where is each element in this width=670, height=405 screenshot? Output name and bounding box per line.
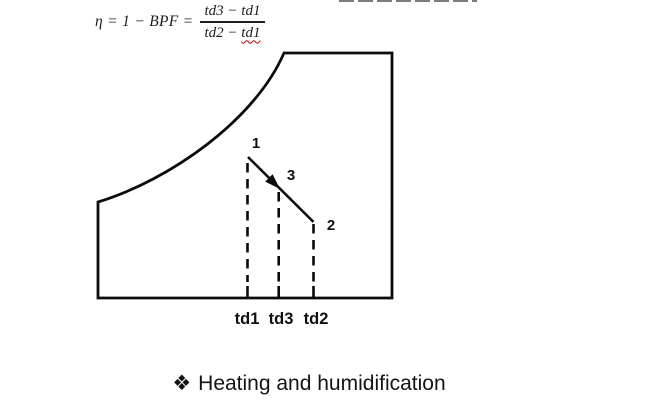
point-label-1: 1: [252, 135, 260, 152]
fraction-bar: [199, 21, 266, 23]
fraction-denominator: td2 − td1: [200, 23, 266, 43]
slide-caption: ❖ Heating and humidification: [0, 371, 618, 397]
chart-outline: [96, 51, 394, 300]
formula-fraction: td3 − td1 td2 − td1: [199, 1, 266, 43]
denominator-spellcheck-text: td1: [241, 24, 261, 41]
bpf-formula: η = 1 − BPF = td3 − td1 td2 − td1: [95, 1, 266, 43]
formula-lhs: η = 1 − BPF =: [95, 12, 194, 30]
axis-label-td2: td2: [304, 310, 329, 328]
denominator-text: td2 −: [204, 24, 242, 41]
caption-text: Heating and humidification: [198, 372, 446, 395]
axis-label-td1: td1: [235, 310, 260, 328]
axis-label-td3: td3: [269, 310, 294, 328]
process-line: [247, 156, 315, 223]
point-label-2: 2: [327, 217, 335, 234]
point-label-3: 3: [287, 167, 295, 184]
diamond-bullet-icon: ❖: [172, 372, 192, 395]
process-arrowhead-icon: [265, 174, 280, 189]
cropped-content-artifact: [339, 0, 477, 2]
fraction-numerator: td3 − td1: [204, 3, 261, 19]
